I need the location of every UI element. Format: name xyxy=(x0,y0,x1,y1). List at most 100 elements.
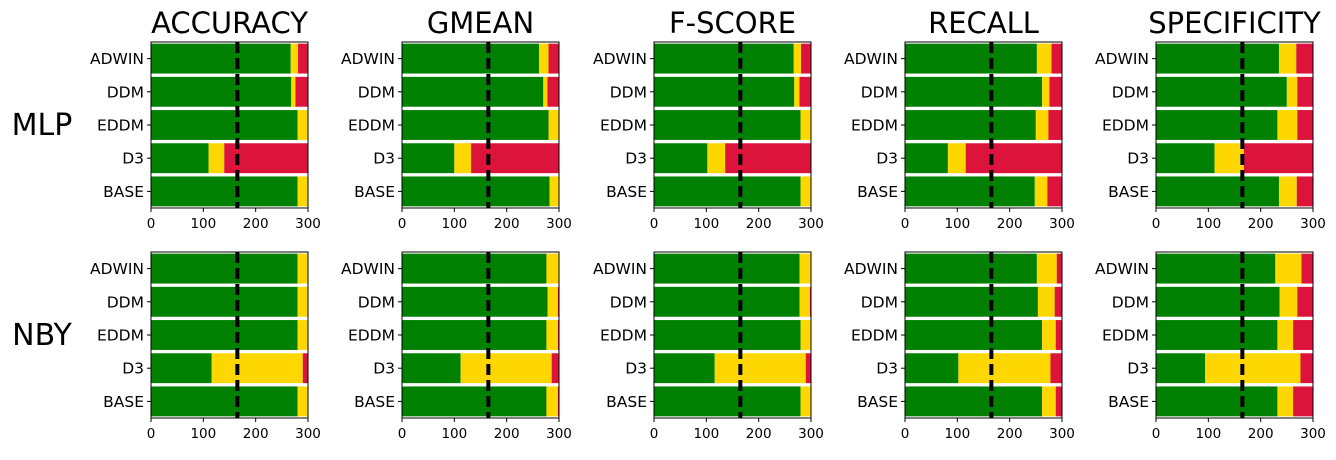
x-tick-label-mlp-f-score-100: 100 xyxy=(693,216,719,232)
bar-nby-f-score-d3-s1 xyxy=(714,353,806,384)
bar-nby-gmean-ddm-s0 xyxy=(402,286,548,317)
bar-mlp-gmean-base-s0 xyxy=(402,176,550,207)
y-tick-label-nby-accuracy-base: BASE xyxy=(103,393,144,411)
bar-nby-recall-ddm-s0 xyxy=(905,286,1038,317)
x-tick-label-nby-f-score-0: 0 xyxy=(650,426,659,442)
bar-mlp-accuracy-adwin-s2 xyxy=(298,43,308,74)
x-tick-label-nby-accuracy-100: 100 xyxy=(190,426,216,442)
bar-mlp-accuracy-ddm-s2 xyxy=(295,76,308,107)
bar-nby-specificity-d3-s1 xyxy=(1205,353,1301,384)
y-tick-label-nby-recall-adwin: ADWIN xyxy=(844,260,898,278)
y-tick-label-mlp-specificity-base: BASE xyxy=(1108,183,1149,201)
bar-nby-specificity-base-s2 xyxy=(1293,386,1313,417)
bar-nby-recall-adwin-s2 xyxy=(1056,253,1062,284)
x-tick-label-nby-f-score-300: 300 xyxy=(798,426,824,442)
y-tick-label-mlp-gmean-adwin: ADWIN xyxy=(341,50,395,68)
bar-nby-recall-d3-s1 xyxy=(958,353,1051,384)
x-tick-label-nby-specificity-100: 100 xyxy=(1195,426,1221,442)
bar-mlp-gmean-ddm-s2 xyxy=(547,76,559,107)
bar-nby-f-score-d3-s0 xyxy=(654,353,715,384)
y-tick-label-mlp-specificity-eddm: EDDM xyxy=(1102,117,1149,135)
y-tick-label-mlp-recall-adwin: ADWIN xyxy=(844,50,898,68)
y-tick-label-nby-recall-d3: D3 xyxy=(876,360,898,378)
x-tick-label-mlp-specificity-200: 200 xyxy=(1248,216,1274,232)
bar-mlp-specificity-d3-s1 xyxy=(1214,143,1244,174)
x-tick-label-mlp-accuracy-200: 200 xyxy=(243,216,269,232)
axes-frame-mlp-gmean xyxy=(401,41,560,209)
bar-nby-f-score-adwin-s1 xyxy=(799,253,811,284)
bar-mlp-f-score-ddm-s2 xyxy=(799,76,811,107)
x-tick-label-mlp-gmean-200: 200 xyxy=(494,216,520,232)
bar-mlp-specificity-ddm-s2 xyxy=(1297,76,1313,107)
x-tick-label-mlp-recall-0: 0 xyxy=(901,216,910,232)
y-tick-label-mlp-accuracy-ddm: DDM xyxy=(107,83,144,101)
bar-mlp-gmean-eddm-s1 xyxy=(548,110,559,140)
y-tick-label-nby-specificity-adwin: ADWIN xyxy=(1095,260,1149,278)
x-tick-label-nby-recall-200: 200 xyxy=(997,426,1023,442)
bar-mlp-accuracy-adwin-s0 xyxy=(151,43,291,74)
bar-nby-accuracy-base-s0 xyxy=(151,386,298,417)
bar-mlp-recall-eddm-s0 xyxy=(905,110,1036,140)
x-tick-label-mlp-gmean-300: 300 xyxy=(546,216,572,232)
axes-frame-mlp-specificity xyxy=(1155,41,1314,209)
bar-nby-specificity-ddm-s1 xyxy=(1279,286,1298,317)
bar-nby-specificity-d3-s0 xyxy=(1156,353,1206,384)
y-tick-label-mlp-specificity-d3: D3 xyxy=(1127,150,1149,168)
bar-mlp-recall-eddm-s2 xyxy=(1048,110,1062,140)
x-tick-label-nby-accuracy-300: 300 xyxy=(295,426,321,442)
bar-nby-specificity-ddm-s0 xyxy=(1156,286,1280,317)
bar-mlp-accuracy-eddm-s0 xyxy=(151,110,298,140)
x-tick-label-nby-gmean-0: 0 xyxy=(398,426,407,442)
y-tick-label-mlp-f-score-base: BASE xyxy=(606,183,647,201)
y-tick-label-nby-accuracy-adwin: ADWIN xyxy=(90,260,144,278)
y-tick-label-nby-f-score-eddm: EDDM xyxy=(600,327,647,345)
bar-mlp-accuracy-base-s1 xyxy=(297,176,308,207)
bar-mlp-gmean-d3-s1 xyxy=(454,143,472,174)
x-tick-label-nby-gmean-200: 200 xyxy=(494,426,520,442)
x-tick-label-mlp-f-score-0: 0 xyxy=(650,216,659,232)
y-tick-label-mlp-gmean-d3: D3 xyxy=(373,150,395,168)
bar-mlp-gmean-d3-s2 xyxy=(471,143,559,174)
bar-nby-gmean-ddm-s1 xyxy=(547,286,558,317)
bar-mlp-accuracy-base-s0 xyxy=(151,176,298,207)
x-tick-label-nby-gmean-300: 300 xyxy=(546,426,572,442)
y-tick-label-mlp-f-score-ddm: DDM xyxy=(610,83,647,101)
x-tick-label-nby-specificity-200: 200 xyxy=(1248,426,1274,442)
y-tick-label-mlp-recall-eddm: EDDM xyxy=(851,117,898,135)
y-tick-label-nby-accuracy-eddm: EDDM xyxy=(97,327,144,345)
x-tick-label-mlp-gmean-100: 100 xyxy=(441,216,467,232)
axes-frame-nby-specificity xyxy=(1155,251,1314,419)
bar-nby-accuracy-eddm-s1 xyxy=(297,320,308,350)
x-tick-label-mlp-specificity-300: 300 xyxy=(1300,216,1326,232)
bar-mlp-recall-adwin-s1 xyxy=(1036,43,1052,74)
bar-nby-f-score-ddm-s0 xyxy=(654,286,800,317)
bar-nby-gmean-adwin-s1 xyxy=(546,253,559,284)
bar-nby-recall-ddm-s2 xyxy=(1054,286,1062,317)
bar-mlp-f-score-d3-s0 xyxy=(654,143,708,174)
bar-nby-specificity-base-s0 xyxy=(1156,386,1278,417)
bar-mlp-f-score-adwin-s2 xyxy=(801,43,811,74)
x-tick-label-nby-accuracy-0: 0 xyxy=(147,426,156,442)
y-tick-label-nby-f-score-adwin: ADWIN xyxy=(593,260,647,278)
y-tick-label-nby-specificity-eddm: EDDM xyxy=(1102,327,1149,345)
y-tick-label-nby-specificity-ddm: DDM xyxy=(1112,293,1149,311)
x-tick-label-nby-accuracy-200: 200 xyxy=(243,426,269,442)
x-tick-label-mlp-recall-300: 300 xyxy=(1049,216,1075,232)
bar-nby-gmean-d3-s0 xyxy=(402,353,461,384)
bar-nby-specificity-adwin-s1 xyxy=(1275,253,1302,284)
x-tick-label-nby-recall-0: 0 xyxy=(901,426,910,442)
bar-mlp-specificity-eddm-s1 xyxy=(1277,110,1298,140)
bar-nby-specificity-eddm-s0 xyxy=(1156,320,1278,350)
bar-nby-specificity-adwin-s0 xyxy=(1156,253,1276,284)
x-tick-label-mlp-accuracy-100: 100 xyxy=(190,216,216,232)
y-tick-label-mlp-accuracy-base: BASE xyxy=(103,183,144,201)
bar-mlp-specificity-d3-s0 xyxy=(1156,143,1215,174)
bar-nby-accuracy-ddm-s1 xyxy=(297,286,308,317)
bar-mlp-recall-d3-s2 xyxy=(965,143,1062,174)
y-tick-label-mlp-recall-d3: D3 xyxy=(876,150,898,168)
